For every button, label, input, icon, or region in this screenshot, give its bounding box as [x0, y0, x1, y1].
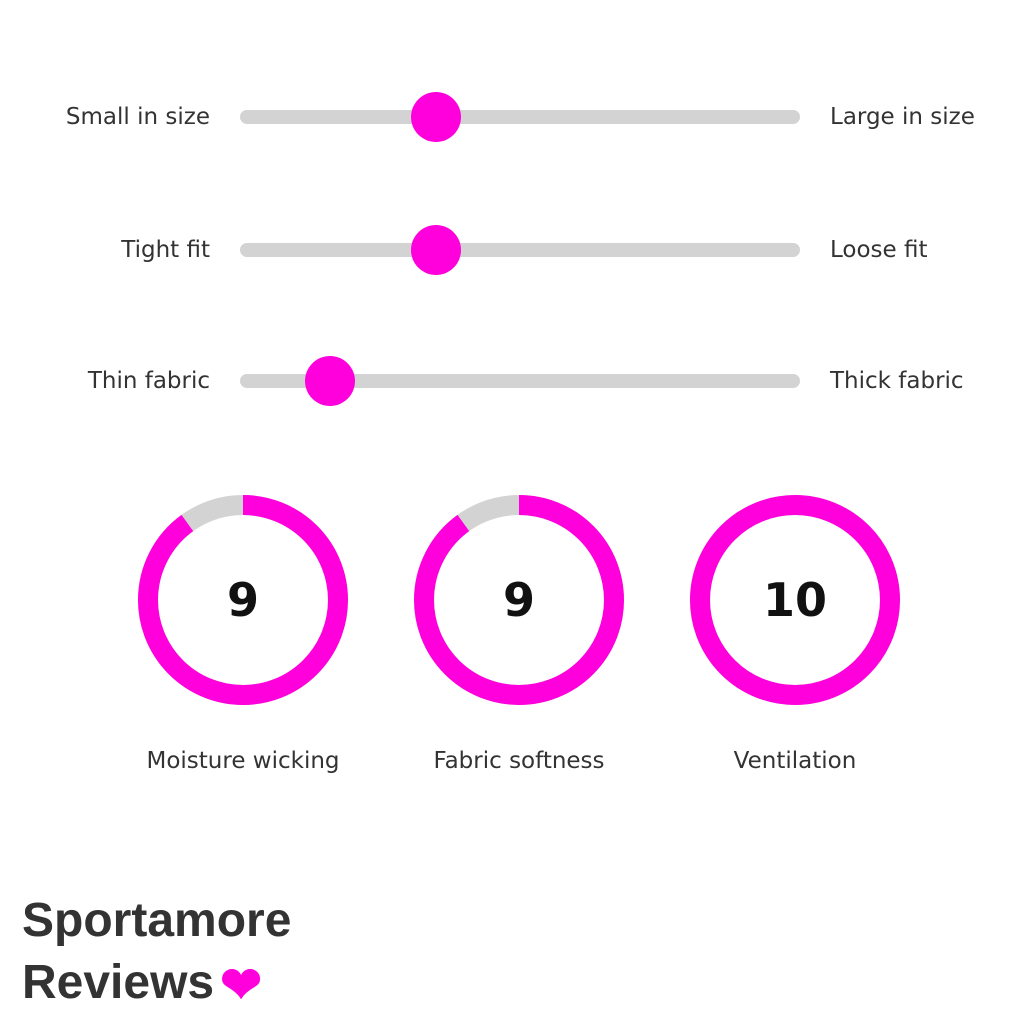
ring-chart [138, 495, 348, 705]
slider-thumb[interactable] [411, 92, 461, 142]
ring-fill [414, 495, 624, 705]
slider-row: Tight fit Loose fit [0, 220, 1024, 280]
slider-left-label: Tight fit [121, 237, 210, 263]
slider-right-label: Large in size [830, 104, 975, 130]
rating-score: 9 [502, 573, 535, 627]
rating-score: 9 [226, 573, 259, 627]
rating-ring: 10 [690, 495, 900, 705]
rating-label: Ventilation [733, 748, 857, 774]
slider-row: Small in size Large in size [0, 87, 1024, 147]
rating-ring: 9 [414, 495, 624, 705]
slider-left-label: Small in size [65, 104, 210, 130]
brand-logo: Sportamore Reviews ❤ [22, 890, 291, 1016]
ring-fill [690, 495, 900, 705]
slider-left-label: Thin fabric [87, 368, 210, 394]
slider-track[interactable] [240, 110, 800, 124]
rating-score: 10 [762, 573, 827, 627]
heart-icon: ❤ [220, 957, 263, 1014]
rating-label: Fabric softness [433, 748, 605, 774]
slider-track[interactable] [240, 243, 800, 257]
ring-chart [414, 495, 624, 705]
ring-chart [690, 495, 900, 705]
brand-line2: Reviews [22, 956, 215, 1009]
rating-ring: 9 [138, 495, 348, 705]
brand-line1: Sportamore [22, 894, 292, 947]
ring-fill [138, 495, 348, 705]
slider-right-label: Loose fit [830, 237, 928, 263]
slider-right-label: Thick fabric [830, 368, 964, 394]
slider-row: Thin fabric Thick fabric [0, 351, 1024, 411]
slider-track[interactable] [240, 374, 800, 388]
slider-thumb[interactable] [411, 225, 461, 275]
slider-thumb[interactable] [304, 356, 355, 406]
rating-label: Moisture wicking [146, 748, 340, 774]
